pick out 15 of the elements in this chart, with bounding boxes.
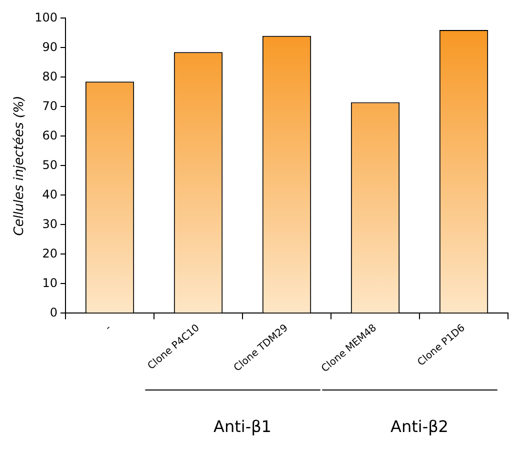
y-tick-label: 30: [42, 216, 58, 231]
y-tick-label: 60: [42, 128, 58, 142]
y-tick-label: 40: [42, 187, 58, 202]
y-tick-label: 0: [50, 305, 58, 320]
text: Anti-β2: [390, 417, 448, 436]
x-tick-label: -: [104, 322, 114, 334]
y-tick-label: 90: [42, 40, 58, 54]
y-tick-label: 10: [42, 276, 58, 290]
y-tick-label: 50: [42, 158, 58, 172]
y-tick-label: 70: [42, 98, 58, 113]
y-tick-label: 20: [42, 246, 58, 260]
text: Anti-β1: [214, 417, 272, 436]
y-tick-label: 80: [42, 69, 58, 84]
y-tick-label: 100: [34, 10, 58, 24]
y-axis-title: Cellules injectées (%): [12, 96, 28, 236]
